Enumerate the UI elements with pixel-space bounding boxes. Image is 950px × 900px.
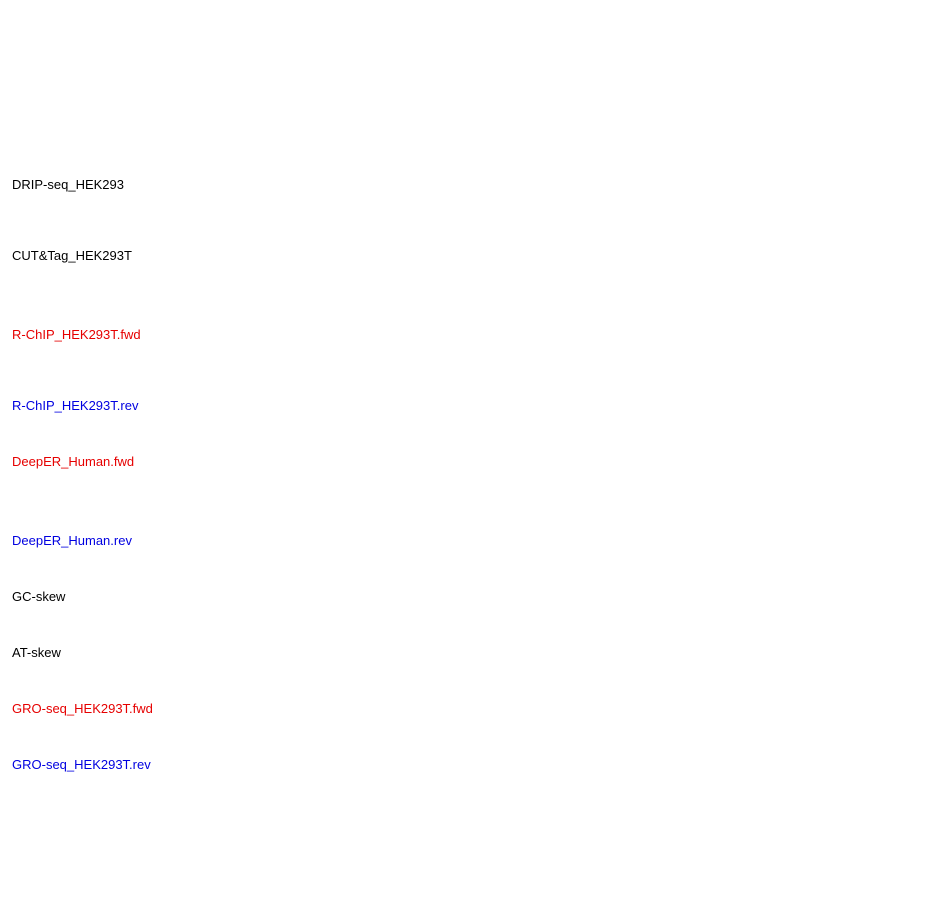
track-label[interactable]: DeepER_Human.fwd xyxy=(12,454,135,469)
track-label[interactable]: R-ChIP_HEK293T.fwd xyxy=(12,327,141,342)
track-label[interactable]: DRIP-seq_HEK293 xyxy=(12,177,124,192)
track-label[interactable]: AT-skew xyxy=(12,645,61,660)
track-label[interactable]: GC-skew xyxy=(12,589,66,604)
track-label[interactable]: R-ChIP_HEK293T.rev xyxy=(12,398,139,413)
track-label[interactable]: GRO-seq_HEK293T.fwd xyxy=(12,701,153,716)
track-label[interactable]: CUT&Tag_HEK293T xyxy=(12,248,132,263)
track-data-area xyxy=(160,0,950,900)
track-label[interactable]: GRO-seq_HEK293T.rev xyxy=(12,757,151,772)
track-label[interactable]: DeepER_Human.rev xyxy=(12,533,132,548)
track-label-column: Scale chr9: RefSeq Curated 0.7776 _ DRIP… xyxy=(0,0,160,900)
